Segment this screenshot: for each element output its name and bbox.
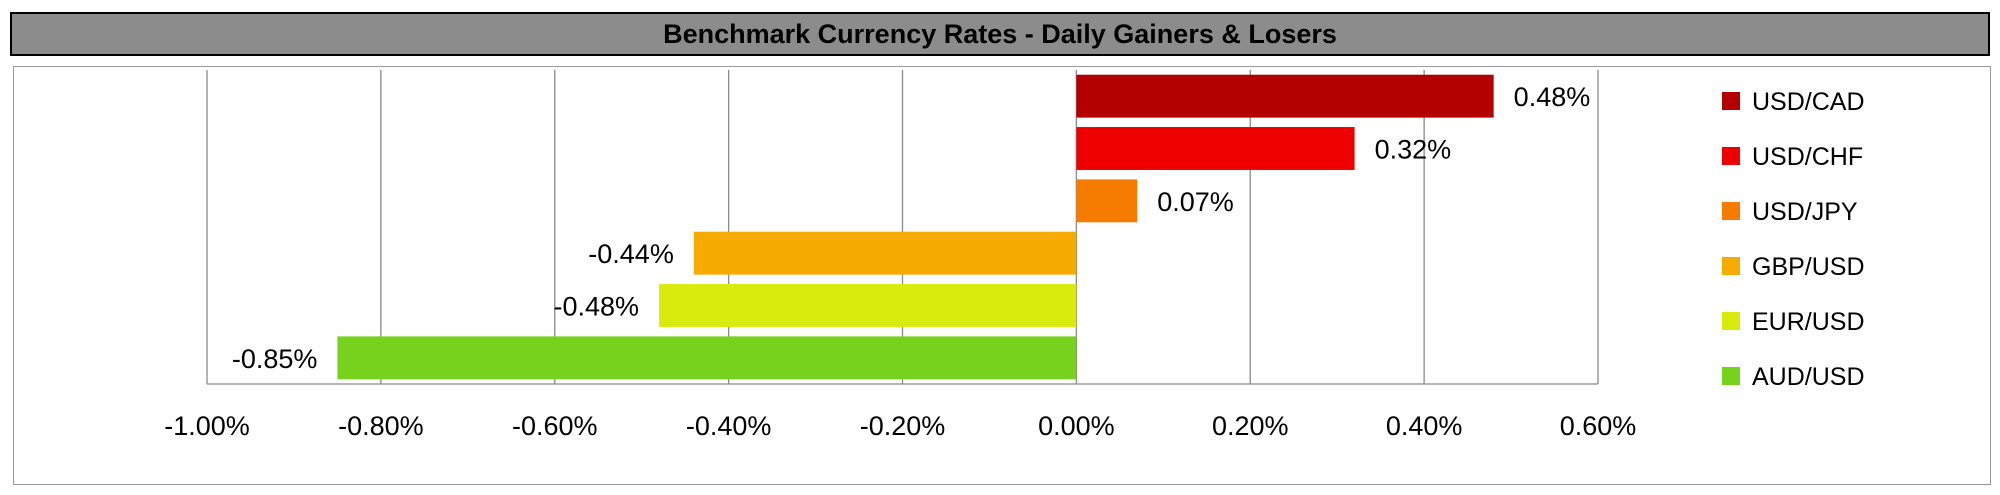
legend-label: USD/JPY — [1752, 198, 1858, 226]
data-label: 0.32% — [1375, 135, 1452, 165]
bar — [693, 231, 1077, 275]
bar — [1076, 127, 1355, 170]
legend-swatch — [1722, 92, 1740, 110]
bar — [1076, 179, 1138, 223]
data-label: 0.07% — [1157, 187, 1234, 217]
legend-label: EUR/USD — [1752, 308, 1865, 336]
x-tick-label: -0.80% — [338, 411, 424, 441]
x-tick-label: -0.40% — [686, 411, 772, 441]
x-tick-label: 0.00% — [1038, 411, 1115, 441]
x-tick-label: 0.20% — [1212, 411, 1289, 441]
legend-swatch — [1722, 367, 1740, 385]
legend-label: AUD/USD — [1752, 363, 1865, 391]
legend-label: USD/CHF — [1752, 143, 1863, 171]
data-label: -0.48% — [554, 292, 640, 322]
legend-label: USD/CAD — [1752, 88, 1865, 116]
legend-swatch — [1722, 312, 1740, 330]
data-label: -0.44% — [588, 239, 674, 269]
x-tick-label: -1.00% — [164, 411, 250, 441]
x-tick-label: 0.40% — [1386, 411, 1463, 441]
data-label: -0.85% — [232, 344, 318, 374]
x-tick-label: -0.20% — [860, 411, 946, 441]
bar — [337, 336, 1077, 380]
data-label: 0.48% — [1514, 82, 1591, 112]
chart-frame — [13, 66, 1991, 485]
bar — [1076, 74, 1494, 118]
chart-title: Benchmark Currency Rates - Daily Gainers… — [10, 12, 1990, 56]
legend-swatch — [1722, 147, 1740, 165]
x-tick-label: -0.60% — [512, 411, 598, 441]
x-tick-label: 0.60% — [1560, 411, 1637, 441]
legend-label: GBP/USD — [1752, 253, 1865, 281]
legend-swatch — [1722, 202, 1740, 220]
bar — [659, 284, 1077, 327]
legend-swatch — [1722, 257, 1740, 275]
